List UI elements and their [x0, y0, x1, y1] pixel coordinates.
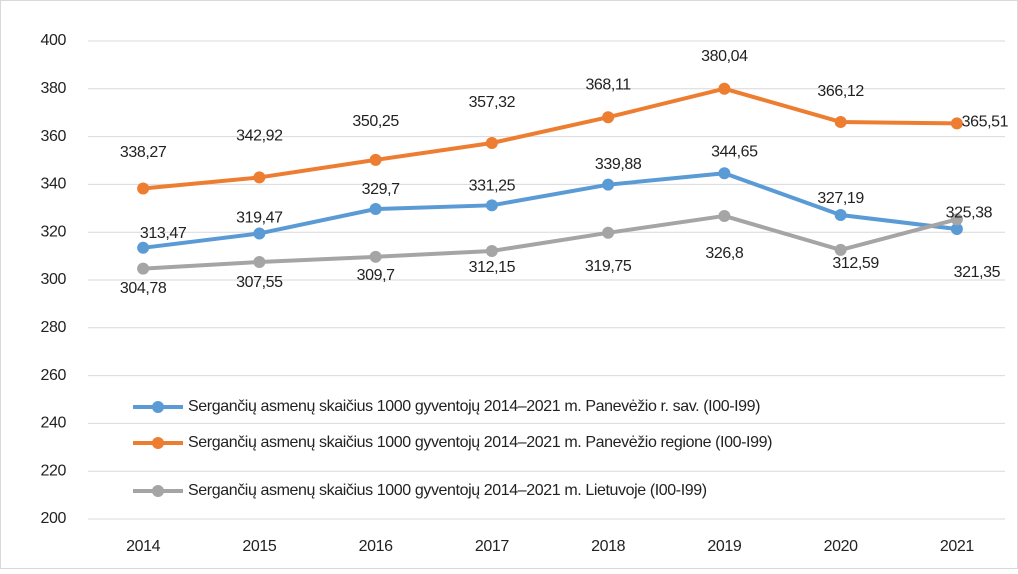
- data-label: 326,8: [705, 245, 744, 262]
- data-point: [253, 171, 266, 184]
- data-label: 368,11: [585, 76, 631, 93]
- legend-marker: [152, 485, 164, 497]
- data-point: [602, 111, 615, 124]
- data-point: [253, 255, 266, 268]
- x-tick-label: 2015: [242, 538, 276, 555]
- data-label: 319,75: [585, 258, 632, 275]
- data-point: [718, 209, 731, 222]
- series-line: [142, 86, 957, 191]
- legend-marker: [152, 401, 164, 413]
- data-point: [834, 115, 847, 128]
- data-point: [137, 262, 150, 275]
- y-tick-label: 200: [41, 510, 67, 527]
- data-label: 312,59: [832, 255, 879, 272]
- data-label: 380,04: [701, 48, 748, 65]
- y-tick-label: 360: [41, 128, 67, 145]
- data-point: [485, 137, 498, 150]
- legend-label: Sergančių asmenų skaičius 1000 gyventojų…: [188, 398, 760, 415]
- data-point: [834, 209, 847, 222]
- data-label: 307,55: [236, 274, 283, 291]
- data-point: [485, 244, 498, 257]
- x-tick-label: 2014: [126, 538, 160, 555]
- data-point: [834, 243, 847, 256]
- data-label: 350,25: [352, 113, 399, 130]
- y-tick-label: 300: [41, 271, 67, 288]
- x-tick-label: 2019: [707, 538, 741, 555]
- data-label: 365,51: [962, 114, 1009, 131]
- data-label: 339,88: [595, 156, 642, 173]
- y-tick-label: 340: [41, 176, 67, 193]
- data-point: [950, 213, 963, 226]
- y-tick-label: 240: [41, 415, 67, 432]
- y-tick-label: 320: [41, 223, 67, 240]
- data-label: 319,47: [236, 210, 283, 227]
- data-point: [718, 167, 731, 180]
- y-tick-label: 220: [41, 462, 67, 479]
- data-point: [485, 199, 498, 212]
- x-tick-label: 2021: [940, 538, 974, 555]
- data-label: 309,7: [357, 267, 396, 284]
- data-label: 357,32: [469, 94, 516, 111]
- data-point: [718, 82, 731, 95]
- x-tick-label: 2016: [359, 538, 393, 555]
- data-label: 338,27: [120, 144, 167, 161]
- x-tick-label: 2018: [591, 538, 625, 555]
- legend-label: Sergančių asmenų skaičius 1000 gyventojų…: [188, 434, 772, 451]
- legend-marker: [152, 437, 164, 449]
- y-tick-label: 260: [41, 367, 67, 384]
- data-point: [137, 182, 150, 195]
- x-tick-label: 2020: [824, 538, 858, 555]
- data-point: [950, 117, 963, 130]
- x-tick-label: 2017: [475, 538, 509, 555]
- data-point: [137, 241, 150, 254]
- y-tick-label: 380: [41, 80, 67, 97]
- data-point: [369, 250, 382, 263]
- data-point: [602, 226, 615, 239]
- data-point: [253, 227, 266, 240]
- data-point: [602, 178, 615, 191]
- data-label: 304,78: [120, 280, 167, 297]
- data-point: [950, 222, 963, 235]
- data-label: 342,92: [236, 128, 283, 145]
- legend-label: Sergančių asmenų skaičius 1000 gyventojų…: [188, 482, 707, 499]
- data-point: [369, 203, 382, 216]
- data-label: 325,38: [946, 205, 993, 222]
- data-label: 327,19: [817, 190, 864, 207]
- data-label: 344,65: [711, 144, 758, 161]
- series-line: [142, 171, 958, 250]
- data-point: [369, 153, 382, 166]
- y-tick-label: 280: [41, 319, 67, 336]
- data-label: 321,35: [954, 264, 1001, 281]
- data-label: 312,15: [469, 259, 516, 276]
- data-label: 313,47: [140, 225, 187, 242]
- data-label: 331,25: [469, 178, 516, 195]
- data-label: 366,12: [817, 83, 864, 100]
- series-line: [143, 213, 958, 271]
- y-tick-label: 400: [41, 32, 67, 49]
- data-label: 329,7: [362, 181, 401, 198]
